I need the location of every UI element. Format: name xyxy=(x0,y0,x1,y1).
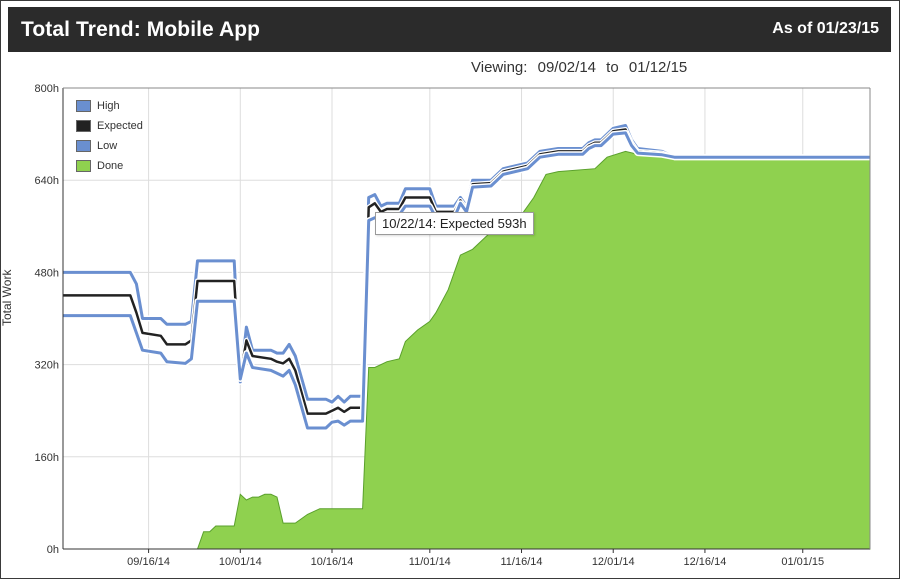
y-tick-label: 640h xyxy=(35,175,59,187)
y-tick-label: 0h xyxy=(47,544,59,556)
legend-swatch xyxy=(76,160,91,172)
x-tick-label: 12/16/14 xyxy=(684,556,727,568)
legend-label: High xyxy=(97,99,120,112)
legend-swatch xyxy=(76,140,91,152)
legend-swatch xyxy=(76,120,91,132)
legend-label: Low xyxy=(97,139,118,152)
legend-item-expected[interactable]: Expected xyxy=(76,116,143,136)
x-tick-label: 10/01/14 xyxy=(219,556,262,568)
legend-label: Done xyxy=(97,159,124,172)
viewing-range: Viewing: 09/02/14 to 01/12/15 xyxy=(471,59,693,76)
x-tick-label: 11/01/14 xyxy=(409,556,451,568)
as-of-date: As of 01/23/15 xyxy=(772,20,879,37)
x-tick-label: 09/16/14 xyxy=(127,556,170,568)
viewing-from: 09/02/14 xyxy=(537,59,596,76)
x-tick-label: 10/16/14 xyxy=(311,556,354,568)
legend-label: Expected xyxy=(97,119,143,132)
viewing-to-word: to xyxy=(606,59,619,76)
y-tick-label: 320h xyxy=(35,360,59,372)
viewing-label: Viewing: xyxy=(471,59,528,76)
legend-item-low[interactable]: Low xyxy=(76,136,143,156)
tooltip: 10/22/14: Expected 593h xyxy=(375,212,534,235)
y-tick-label: 160h xyxy=(35,452,59,464)
chart-title: Total Trend: Mobile App xyxy=(21,18,261,41)
series-high-line xyxy=(63,124,870,404)
series-done-area xyxy=(63,150,871,550)
header-bar: Total Trend: Mobile App As of 01/23/15 xyxy=(8,7,891,52)
y-tick-label: 480h xyxy=(35,267,59,279)
x-tick-label: 12/01/14 xyxy=(592,556,635,568)
legend: High Expected Low Done xyxy=(76,96,143,176)
viewing-to: 01/12/15 xyxy=(628,59,688,76)
x-tick-label: 11/16/14 xyxy=(501,556,543,568)
y-axis-label: Total Work xyxy=(0,269,14,326)
legend-swatch xyxy=(76,100,91,112)
x-tick-label: 01/01/15 xyxy=(781,556,824,568)
legend-item-done[interactable]: Done xyxy=(76,156,143,176)
legend-item-high[interactable]: High xyxy=(76,96,143,116)
y-tick-label: 800h xyxy=(35,83,59,95)
